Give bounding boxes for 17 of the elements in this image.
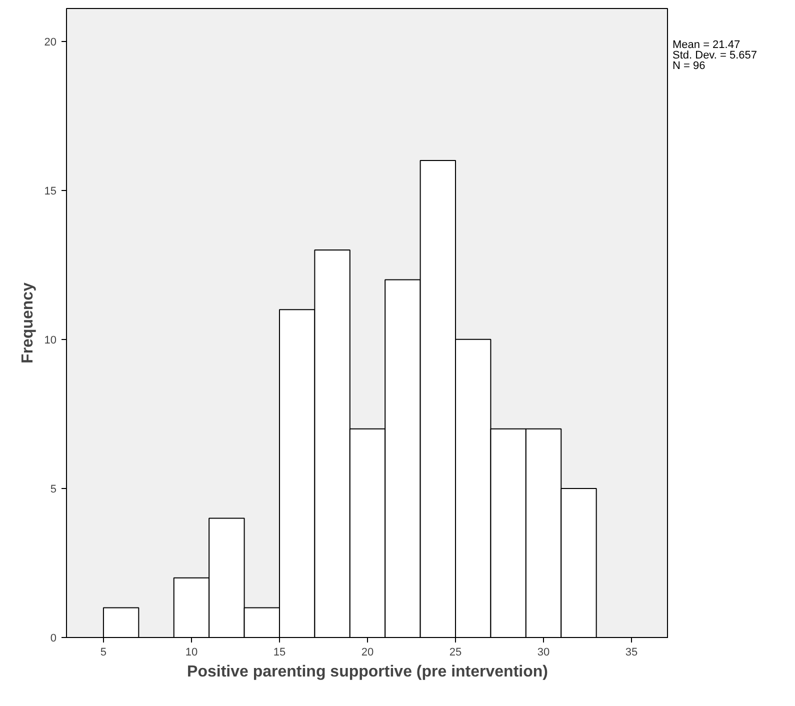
y-tick-label: 15 xyxy=(44,185,57,198)
text: Mean = 21.47 xyxy=(672,38,740,51)
y-axis-title: Frequency xyxy=(19,282,36,364)
x-tick-label: 10 xyxy=(185,646,198,658)
x-tick-label: 35 xyxy=(625,646,638,658)
x-tick-label: 20 xyxy=(361,646,374,658)
text: N = 96 xyxy=(672,60,706,72)
y-tick-label: 10 xyxy=(44,334,57,346)
y-tick-label: 5 xyxy=(50,483,57,496)
y-tick-label: 0 xyxy=(50,632,57,644)
y-tick-label: 20 xyxy=(44,36,57,48)
x-tick-label: 30 xyxy=(537,646,550,658)
x-tick-label: 25 xyxy=(449,646,462,658)
text: Std. Dev. = 5.657 xyxy=(672,49,757,62)
x-tick-label: 5 xyxy=(100,646,107,658)
x-tick-label: 15 xyxy=(273,646,286,658)
x-axis-title: Positive parenting supportive (pre intervention) xyxy=(187,664,548,680)
